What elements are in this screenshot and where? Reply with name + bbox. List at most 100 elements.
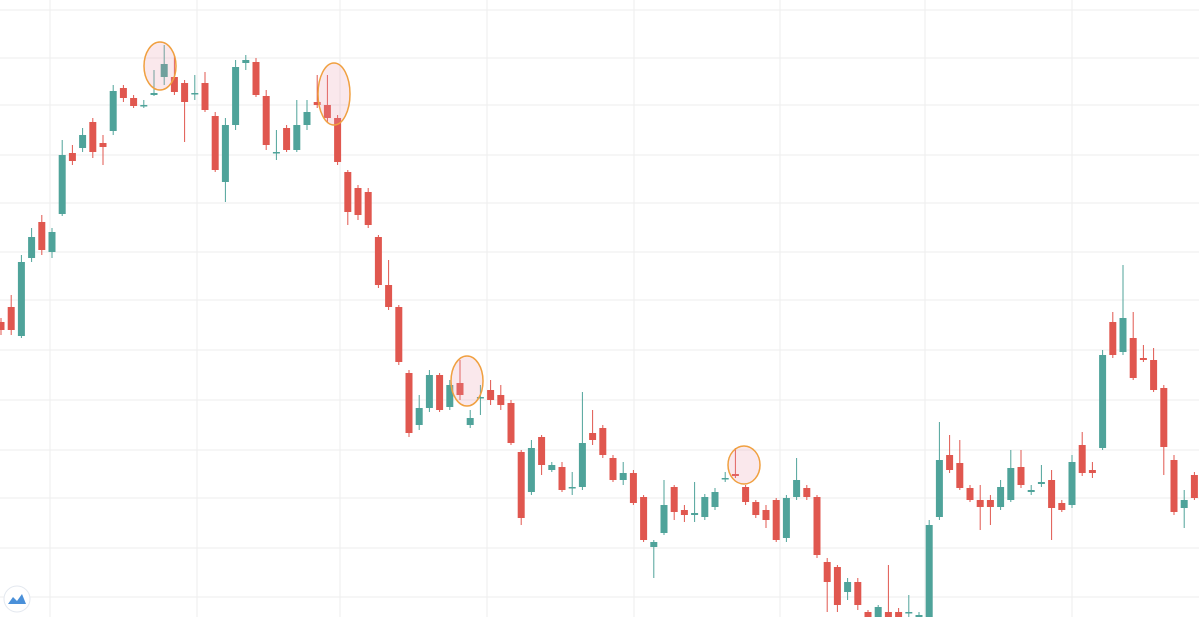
candle-body xyxy=(446,385,454,407)
candle-body xyxy=(395,307,403,362)
candle-body xyxy=(221,125,229,182)
candle-body xyxy=(660,505,668,533)
candle-body xyxy=(548,465,556,470)
candle-body xyxy=(558,467,566,490)
candle-body xyxy=(854,582,862,605)
candle-body xyxy=(813,497,821,555)
candle-body xyxy=(1007,468,1015,500)
candle-body xyxy=(935,460,943,517)
candle-body xyxy=(262,96,270,145)
candle-body xyxy=(1109,322,1117,355)
candle-body xyxy=(487,390,495,400)
candle-body xyxy=(1017,467,1025,485)
highlight-ellipse xyxy=(450,355,484,407)
vertical-grid xyxy=(49,0,1073,617)
candle-body xyxy=(38,222,46,250)
candle-body xyxy=(976,500,984,507)
candle-body xyxy=(466,418,474,425)
candle-body xyxy=(0,322,5,330)
candle-body xyxy=(252,62,260,95)
highlight-ellipse xyxy=(317,62,351,126)
candle-body xyxy=(334,118,342,162)
candle-body xyxy=(1088,470,1096,473)
candle-body xyxy=(507,403,515,443)
candle-body xyxy=(293,125,301,150)
candle-body xyxy=(986,500,994,507)
candle-body xyxy=(99,143,107,147)
candle-body xyxy=(599,428,607,455)
candle-body xyxy=(1180,500,1188,508)
candle-body xyxy=(68,153,76,161)
candle-body xyxy=(884,612,892,617)
logo-circle[interactable] xyxy=(3,585,31,613)
candle-body xyxy=(109,91,117,131)
candle-body xyxy=(650,542,658,547)
candle-body xyxy=(191,93,199,95)
candle-body xyxy=(385,285,393,307)
candle-body xyxy=(731,474,739,476)
candle-body xyxy=(201,83,209,110)
candle-body xyxy=(527,448,535,492)
candle-body xyxy=(833,567,841,605)
candle-body xyxy=(1150,360,1158,390)
candle-body xyxy=(476,397,484,399)
logo-glyph xyxy=(8,594,26,604)
candle-body xyxy=(405,373,413,433)
candle-body xyxy=(538,437,546,465)
candle-body xyxy=(640,497,648,540)
candle-body xyxy=(1037,482,1045,484)
candle-body xyxy=(629,473,637,503)
candle-body xyxy=(701,497,709,517)
candle-body xyxy=(568,487,576,489)
candle-body xyxy=(1170,460,1178,512)
candle-body xyxy=(803,488,811,497)
candle-body xyxy=(48,232,56,252)
candle-body xyxy=(497,395,505,405)
candle-body xyxy=(374,237,382,285)
candle-body xyxy=(415,408,423,425)
candle-body xyxy=(762,510,770,520)
candle-body xyxy=(793,480,801,497)
candle-body xyxy=(28,237,36,258)
highlight-ellipse xyxy=(727,445,761,485)
candle-body xyxy=(160,64,168,77)
candle-body xyxy=(578,443,586,487)
candle-body xyxy=(242,60,250,63)
candles xyxy=(0,45,1198,617)
candle-body xyxy=(119,88,127,98)
candle-body xyxy=(283,128,291,150)
candle-body xyxy=(925,525,933,617)
candle-body xyxy=(1129,338,1137,378)
candle-body xyxy=(1139,358,1147,360)
candle-body xyxy=(895,612,903,617)
candle-body xyxy=(742,487,750,502)
candle-body xyxy=(364,192,372,225)
highlight-ellipse xyxy=(143,41,177,91)
candle-body xyxy=(874,607,882,617)
candle-body xyxy=(752,502,760,515)
candle-body xyxy=(721,478,729,480)
candle-body xyxy=(1099,355,1107,448)
candle-body xyxy=(58,155,66,214)
logo-icon[interactable] xyxy=(3,585,31,613)
candle-body xyxy=(864,612,872,617)
candle-body xyxy=(1058,503,1066,510)
candle-body xyxy=(170,77,178,92)
candle-body xyxy=(915,615,923,617)
candle-body xyxy=(425,375,433,408)
candle-body xyxy=(823,562,831,582)
candle-body xyxy=(956,463,964,488)
candle-body xyxy=(1119,318,1127,352)
candle-body xyxy=(946,455,954,470)
candle-body xyxy=(844,582,852,592)
candle-body xyxy=(711,492,719,507)
candle-body xyxy=(456,383,464,395)
candle-body xyxy=(17,262,25,336)
candle-body xyxy=(323,105,331,118)
candle-body xyxy=(1078,445,1086,473)
candle-body xyxy=(966,488,974,500)
candle-body xyxy=(140,105,148,107)
candle-body xyxy=(782,498,790,538)
